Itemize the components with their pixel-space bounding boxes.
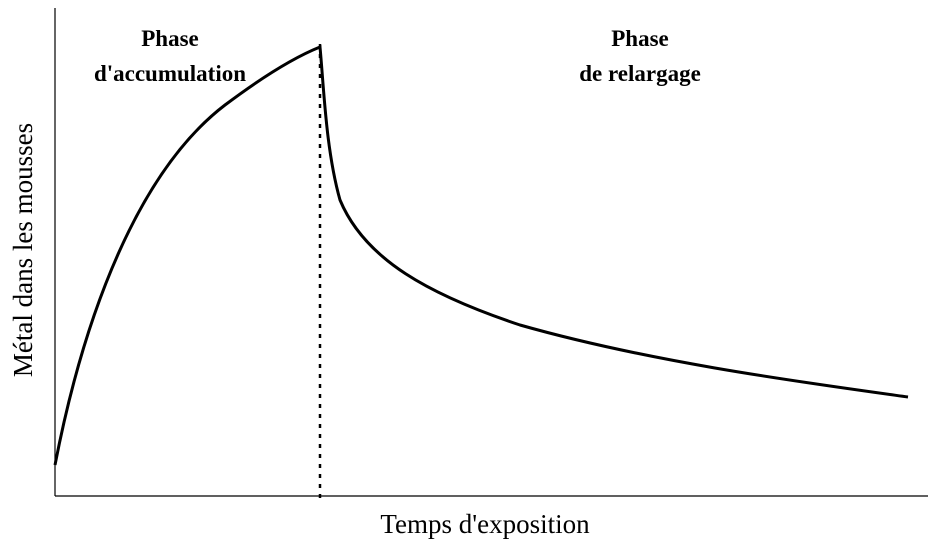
phase-title: Phase <box>611 26 669 51</box>
concentration-curve <box>53 44 909 466</box>
phase-subtitle: de relargage <box>579 61 701 86</box>
phase-title: Phase <box>141 26 199 51</box>
x-axis-label: Temps d'exposition <box>380 509 590 539</box>
phase-subtitle: d'accumulation <box>94 61 246 86</box>
y-axis-label: Métal dans les mousses <box>8 123 38 377</box>
